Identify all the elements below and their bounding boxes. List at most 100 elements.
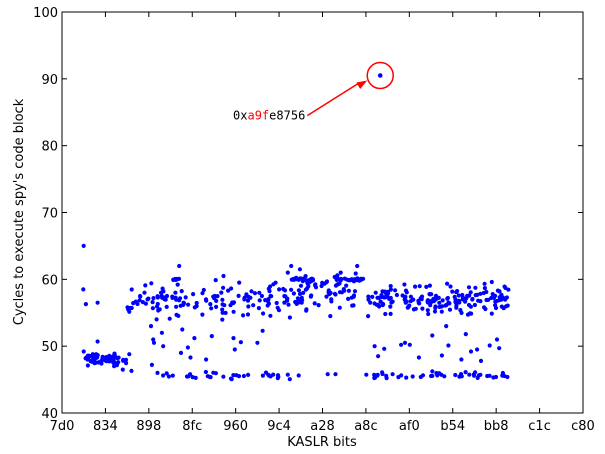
data-point xyxy=(403,288,409,293)
data-point xyxy=(181,300,186,305)
data-point xyxy=(298,283,304,288)
data-point xyxy=(372,375,378,380)
data-point xyxy=(494,337,500,342)
data-point xyxy=(164,304,169,309)
data-point xyxy=(213,278,218,283)
data-point xyxy=(388,304,393,309)
data-point xyxy=(84,355,89,360)
data-point xyxy=(95,300,100,305)
data-point xyxy=(493,305,499,311)
data-point xyxy=(305,278,310,283)
data-point xyxy=(424,284,429,289)
data-point xyxy=(446,343,451,348)
data-point xyxy=(297,291,303,297)
data-point xyxy=(287,377,292,382)
data-point xyxy=(151,296,156,301)
data-point xyxy=(337,305,342,310)
annotation-suffix: e8756 xyxy=(269,109,305,123)
data-point xyxy=(327,292,332,297)
data-point xyxy=(85,363,90,368)
data-point xyxy=(320,280,325,285)
data-point xyxy=(245,312,251,317)
data-point xyxy=(481,290,486,296)
data-point xyxy=(188,372,193,377)
data-point xyxy=(500,370,505,376)
data-point xyxy=(200,291,205,296)
data-point xyxy=(432,309,438,314)
data-point xyxy=(91,354,96,360)
data-point xyxy=(459,357,464,362)
data-point xyxy=(174,297,179,302)
data-point xyxy=(478,291,483,296)
data-point xyxy=(221,285,226,290)
data-point xyxy=(454,305,459,310)
data-point xyxy=(157,307,162,312)
data-point xyxy=(325,372,330,377)
data-point xyxy=(503,285,508,291)
data-point xyxy=(121,357,126,362)
data-point xyxy=(355,263,360,269)
data-point xyxy=(388,287,393,292)
data-point xyxy=(201,287,206,293)
data-point xyxy=(257,290,262,295)
data-point xyxy=(402,340,408,345)
data-point xyxy=(229,377,234,382)
data-point xyxy=(469,311,474,316)
data-point xyxy=(427,292,433,297)
data-point xyxy=(448,284,453,289)
data-point xyxy=(445,295,450,301)
data-point xyxy=(103,358,108,363)
data-point xyxy=(308,294,313,299)
data-point xyxy=(344,283,349,288)
data-point xyxy=(352,289,358,294)
data-point xyxy=(436,295,441,300)
data-point xyxy=(450,289,455,294)
data-point xyxy=(170,294,175,299)
data-point xyxy=(426,311,431,317)
data-point xyxy=(203,369,208,375)
data-point xyxy=(175,282,180,287)
data-point xyxy=(188,355,193,360)
data-point xyxy=(151,340,157,345)
data-point xyxy=(237,280,242,285)
data-point xyxy=(453,372,458,378)
annotation-arrowhead xyxy=(356,80,368,89)
data-point xyxy=(490,292,495,297)
data-point xyxy=(297,267,302,272)
data-point xyxy=(221,273,226,279)
data-point xyxy=(180,327,185,332)
data-point xyxy=(383,311,388,317)
data-point xyxy=(407,342,412,347)
data-point xyxy=(378,299,383,304)
data-point xyxy=(294,275,299,281)
data-point xyxy=(447,307,453,312)
data-point xyxy=(471,372,476,377)
data-point xyxy=(183,295,188,300)
data-point xyxy=(151,337,156,342)
data-point xyxy=(459,310,464,315)
data-point xyxy=(112,355,117,360)
data-point xyxy=(173,290,178,295)
data-point xyxy=(416,355,421,360)
data-point xyxy=(107,358,112,363)
data-point xyxy=(273,280,278,285)
data-point xyxy=(351,294,356,299)
y-tick-label: 60 xyxy=(41,273,58,288)
data-point xyxy=(444,324,449,329)
data-point xyxy=(339,290,345,295)
data-point xyxy=(478,358,484,363)
data-point xyxy=(142,290,147,295)
data-point xyxy=(399,342,404,347)
data-point xyxy=(353,271,358,276)
data-point xyxy=(281,286,286,292)
data-point xyxy=(220,302,225,307)
data-point xyxy=(304,307,309,312)
data-point xyxy=(443,303,448,308)
data-point xyxy=(503,297,508,302)
y-tick-label: 100 xyxy=(33,6,58,21)
data-point xyxy=(296,288,301,293)
data-point xyxy=(372,344,377,349)
annotation-arrow xyxy=(306,82,359,117)
data-point xyxy=(417,284,422,289)
